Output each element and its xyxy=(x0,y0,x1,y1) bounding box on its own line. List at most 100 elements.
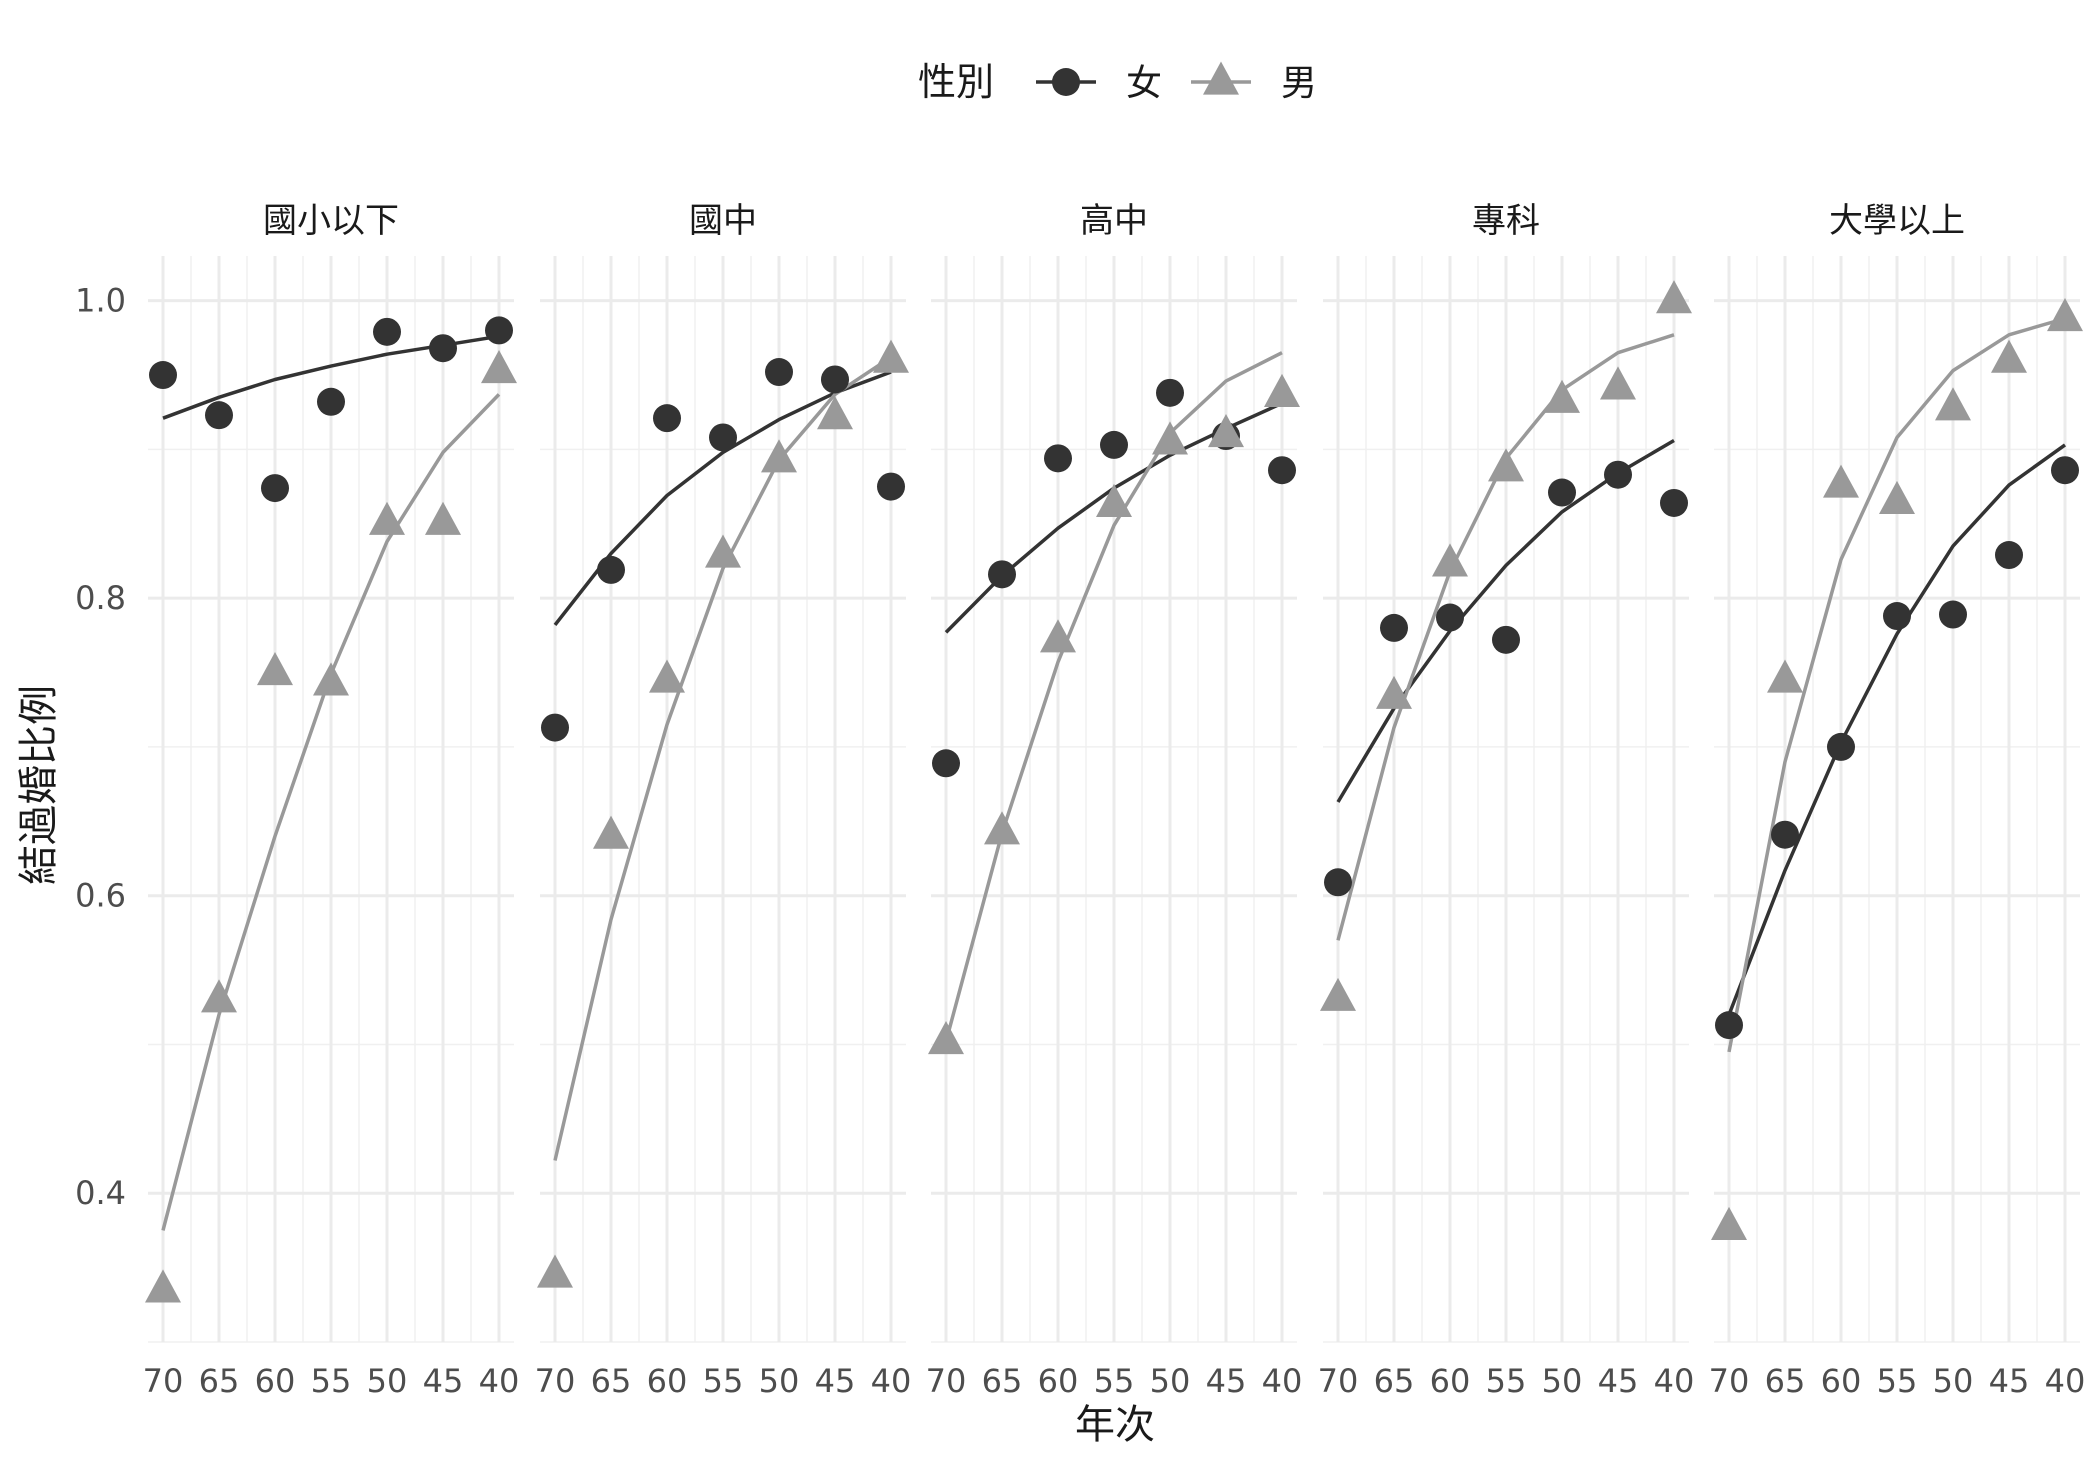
x-tick-label: 60 xyxy=(1038,1362,1079,1400)
data-point-female xyxy=(373,317,401,346)
data-point-male xyxy=(705,534,741,568)
data-point-female xyxy=(1156,378,1184,407)
data-point-female xyxy=(821,365,849,394)
data-point-female xyxy=(1995,541,2023,570)
data-point-male xyxy=(761,439,797,473)
data-point-female xyxy=(932,749,960,778)
x-tick-label: 45 xyxy=(1989,1362,2030,1400)
x-tick-label: 55 xyxy=(703,1362,744,1400)
data-point-male xyxy=(1432,543,1468,577)
data-point-male xyxy=(1879,480,1915,515)
x-tick-label: 70 xyxy=(926,1362,967,1400)
data-point-female xyxy=(1660,488,1688,517)
legend-key-circle xyxy=(1052,68,1080,96)
data-point-female xyxy=(709,423,737,452)
fit-line-female xyxy=(1727,443,2067,1016)
data-point-male xyxy=(1711,1206,1747,1241)
data-point-male xyxy=(1656,280,1692,314)
x-tick-label: 50 xyxy=(1933,1362,1974,1400)
x-tick-label: 60 xyxy=(1821,1362,1862,1400)
data-point-female xyxy=(653,404,681,433)
data-point-female xyxy=(1268,456,1296,485)
data-point-female xyxy=(1044,444,1072,473)
data-point-male xyxy=(1488,448,1524,482)
facet-panel: 專科 70 65 60 55 50 45 40 xyxy=(1318,201,1695,1400)
data-point-male xyxy=(145,1269,181,1303)
data-point-male xyxy=(1152,421,1188,455)
facet-title: 專科 xyxy=(1472,201,1540,241)
x-tick-label: 40 xyxy=(2045,1362,2086,1400)
legend-label: 女 xyxy=(1126,63,1162,104)
x-tick-label: 50 xyxy=(367,1362,408,1400)
legend-entry: 女 xyxy=(1036,63,1162,104)
data-point-male xyxy=(649,659,685,693)
x-axis-title: 年次 xyxy=(1075,1402,1155,1448)
data-point-female xyxy=(877,472,905,501)
x-tick-label: 50 xyxy=(1150,1362,1191,1400)
data-point-male xyxy=(257,652,293,686)
x-tick-label: 40 xyxy=(1654,1362,1695,1400)
x-tick-label: 50 xyxy=(1542,1362,1583,1400)
data-point-male xyxy=(873,339,909,373)
data-point-male xyxy=(537,1254,573,1288)
data-point-male xyxy=(201,979,237,1013)
data-point-female xyxy=(1604,460,1632,489)
x-tick-label: 60 xyxy=(255,1362,296,1400)
data-point-female xyxy=(1883,602,1911,631)
y-tick-label: 0.8 xyxy=(75,579,126,617)
data-point-female xyxy=(1324,868,1352,897)
x-tick-label: 45 xyxy=(1206,1362,1247,1400)
data-point-male xyxy=(1040,619,1076,653)
x-tick-label: 70 xyxy=(535,1362,576,1400)
x-tick-label: 40 xyxy=(871,1362,912,1400)
x-tick-label: 45 xyxy=(815,1362,856,1400)
x-tick-label: 65 xyxy=(1374,1362,1415,1400)
x-tick-label: 65 xyxy=(199,1362,240,1400)
data-point-female xyxy=(429,334,457,363)
x-tick-label: 70 xyxy=(1709,1362,1750,1400)
data-point-female xyxy=(1100,430,1128,459)
x-tick-label: 55 xyxy=(1877,1362,1918,1400)
data-point-male xyxy=(1991,339,2027,373)
data-point-male xyxy=(817,396,853,430)
data-point-male xyxy=(1208,413,1244,448)
fit-line-male xyxy=(553,355,892,1161)
facet-panel: 國小以下 70 65 60 55 50 45 40 xyxy=(143,201,520,1400)
data-point-female xyxy=(1548,478,1576,507)
data-point-male xyxy=(1600,366,1636,400)
data-point-male xyxy=(1544,379,1580,413)
data-point-female xyxy=(1436,603,1464,632)
data-point-female xyxy=(541,713,569,742)
data-point-female xyxy=(149,361,177,390)
x-tick-label: 65 xyxy=(982,1362,1023,1400)
data-point-male xyxy=(481,350,517,384)
x-tick-label: 50 xyxy=(759,1362,800,1400)
data-point-female xyxy=(988,560,1016,589)
data-point-female xyxy=(1492,625,1520,654)
facet-panel: 國中 70 65 60 55 50 45 40 xyxy=(535,201,912,1400)
data-point-female xyxy=(765,358,793,387)
data-point-female xyxy=(597,555,625,584)
data-point-male xyxy=(984,811,1020,845)
legend-entry: 男 xyxy=(1191,61,1317,104)
y-axis-ticks: 0.4 0.6 0.8 1.0 xyxy=(75,282,126,1213)
data-point-male xyxy=(313,662,349,696)
data-point-male xyxy=(425,501,461,535)
data-point-female xyxy=(261,474,289,503)
data-point-female xyxy=(317,387,345,416)
data-point-male xyxy=(1376,675,1412,709)
facet-panel: 高中 70 65 60 55 50 45 40 xyxy=(926,201,1303,1400)
legend-label: 男 xyxy=(1281,63,1317,104)
x-tick-label: 55 xyxy=(1094,1362,1135,1400)
data-point-male xyxy=(1264,373,1300,407)
x-tick-label: 55 xyxy=(1486,1362,1527,1400)
x-tick-label: 65 xyxy=(1765,1362,1806,1400)
data-point-male xyxy=(928,1020,964,1055)
x-tick-label: 55 xyxy=(311,1362,352,1400)
legend-title: 性別 xyxy=(918,60,994,104)
data-point-female xyxy=(1939,600,1967,629)
data-point-female xyxy=(485,316,513,345)
data-point-female xyxy=(1827,732,1855,761)
x-tick-label: 65 xyxy=(591,1362,632,1400)
